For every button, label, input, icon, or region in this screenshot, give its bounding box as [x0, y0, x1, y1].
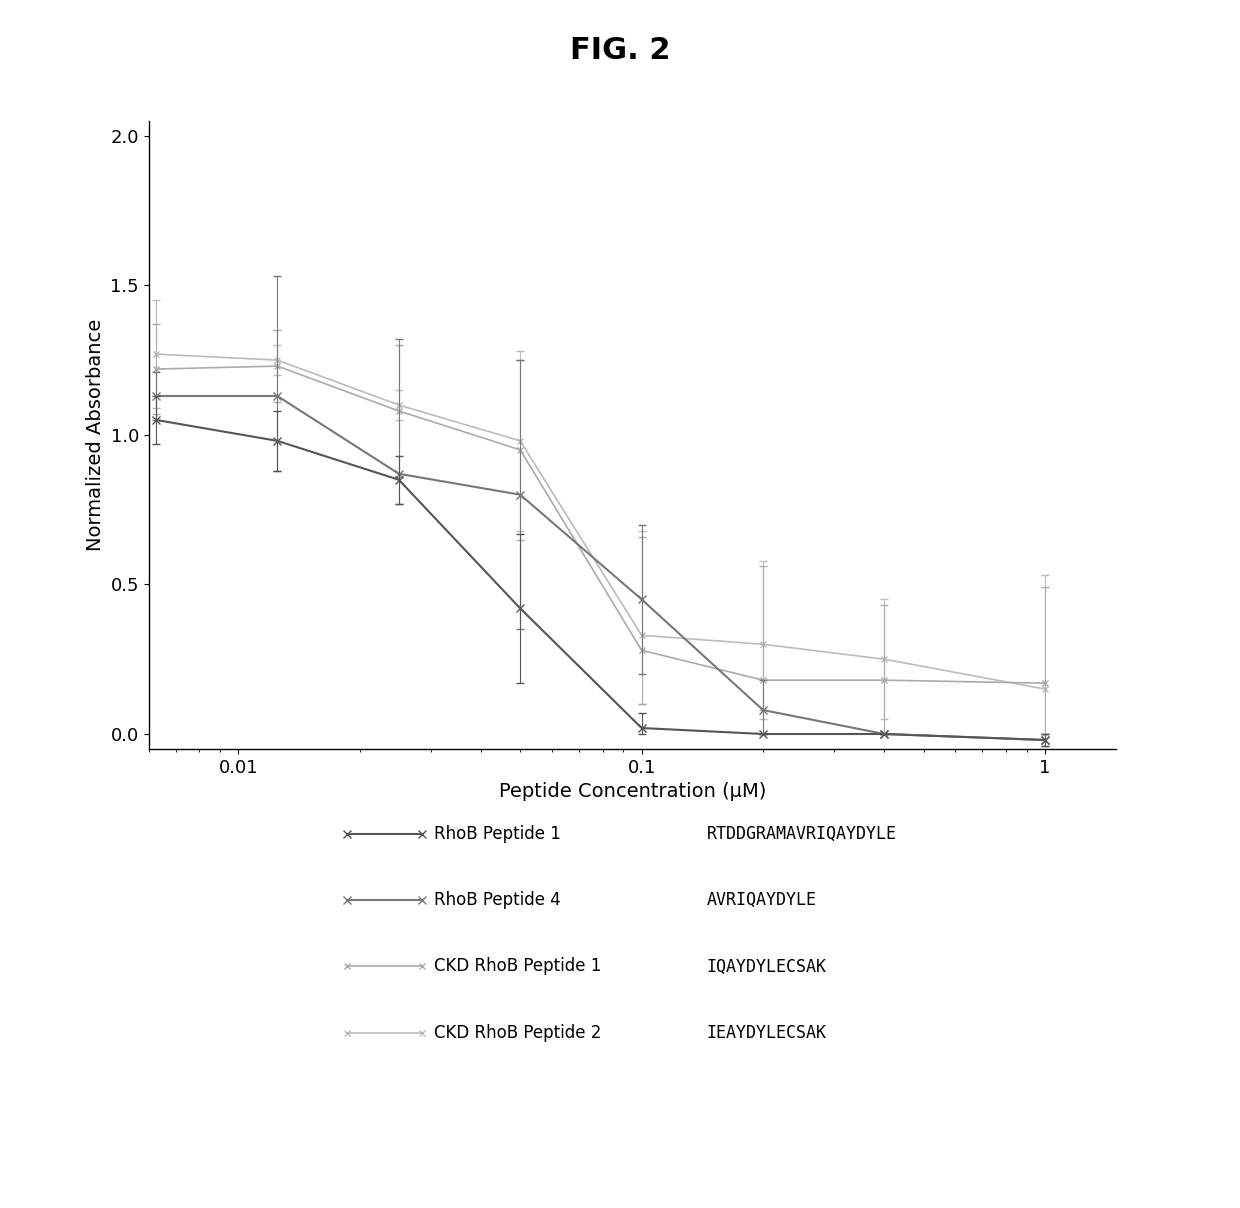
X-axis label: Peptide Concentration (μM): Peptide Concentration (μM)	[498, 783, 766, 801]
Text: RTDDGRAMAVRIQAYDYLE: RTDDGRAMAVRIQAYDYLE	[707, 825, 897, 842]
Text: RhoB Peptide 4: RhoB Peptide 4	[434, 892, 560, 908]
Text: IQAYDYLECSAK: IQAYDYLECSAK	[707, 958, 827, 975]
Text: FIG. 2: FIG. 2	[569, 36, 671, 65]
Y-axis label: Normalized Absorbance: Normalized Absorbance	[86, 319, 105, 551]
Text: RhoB Peptide 1: RhoB Peptide 1	[434, 825, 560, 842]
Text: CKD RhoB Peptide 1: CKD RhoB Peptide 1	[434, 958, 601, 975]
Text: CKD RhoB Peptide 2: CKD RhoB Peptide 2	[434, 1024, 601, 1041]
Text: IEAYDYLECSAK: IEAYDYLECSAK	[707, 1024, 827, 1041]
Text: AVRIQAYDYLE: AVRIQAYDYLE	[707, 892, 817, 908]
